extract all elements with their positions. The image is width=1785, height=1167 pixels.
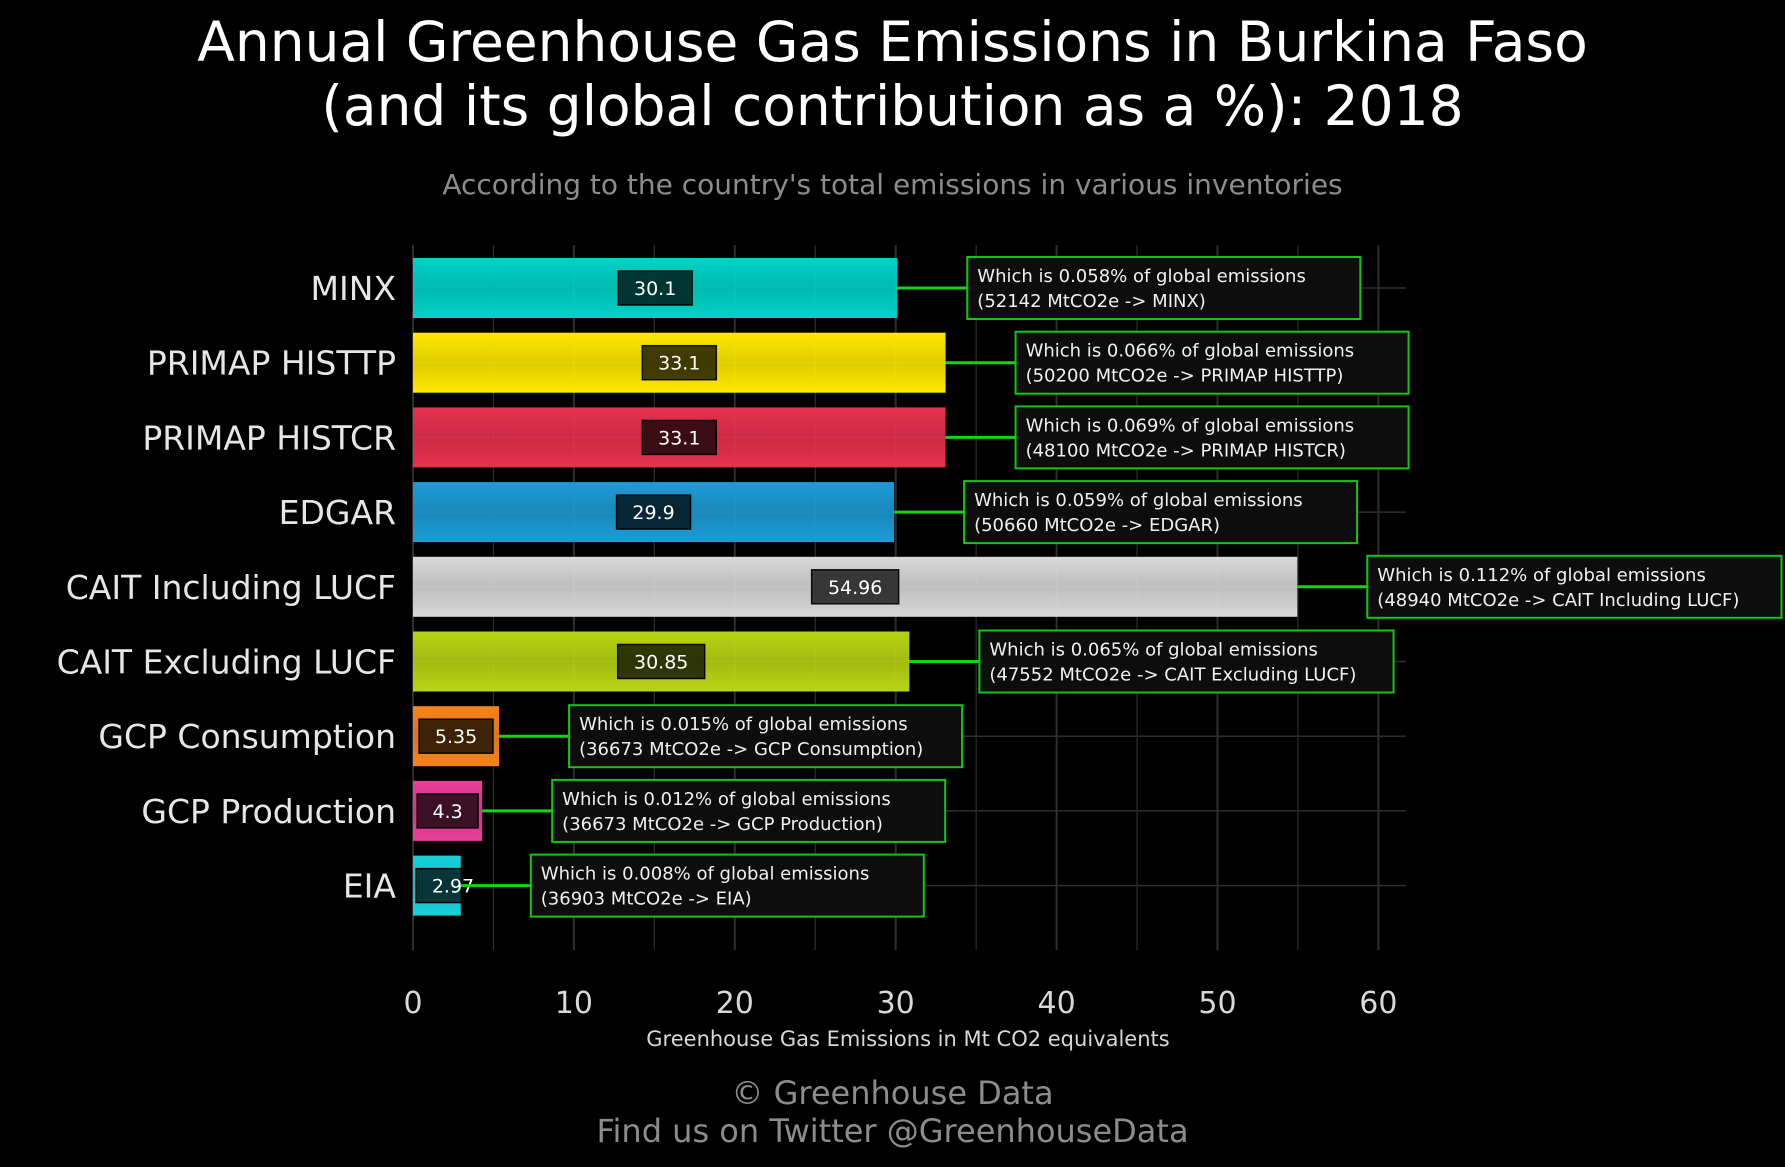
annotation-source: (52142 MtCO2e -> MINX) [977, 291, 1206, 312]
annotation-percent: Which is 0.015% of global emissions [579, 714, 908, 735]
title-line-1: Annual Greenhouse Gas Emissions in Burki… [197, 10, 1588, 74]
bar-group: EDGAR 29.9 Which is 0.059% of global emiss… [279, 480, 1359, 545]
value-label-box [418, 718, 494, 754]
value-label: 4.3 [432, 801, 462, 823]
annotation-box [963, 480, 1359, 545]
annotation-percent: Which is 0.112% of global emissions [1377, 565, 1706, 586]
annotation-source: (47552 MtCO2e -> CAIT Excluding LUCF) [989, 665, 1356, 686]
title-line-2: (and its global contribution as a %): 20… [321, 74, 1464, 138]
value-label: 2.97 [432, 876, 474, 898]
annotation-source: (36903 MtCO2e -> EIA) [541, 889, 752, 910]
value-label-box [641, 419, 718, 456]
chart-title: Annual Greenhouse Gas Emissions in Burki… [0, 10, 1785, 138]
bar-group: GCP Production 4.3 Which is 0.012% of glob… [141, 778, 947, 843]
value-label-box [416, 793, 479, 829]
x-tick-label: 50 [1198, 986, 1236, 1021]
bar-group: CAIT Excluding LUCF 30.85 Which is 0.065% … [57, 629, 1395, 694]
footer-twitter: Find us on Twitter @GreenhouseData [596, 1112, 1189, 1150]
x-tick-label: 10 [555, 986, 593, 1021]
bar-group: PRIMAP HISTCR 33.1 Which is 0.069% of glob… [142, 405, 1410, 470]
value-label-box [615, 494, 692, 530]
annotation-box [966, 256, 1362, 320]
annotation-source: (36673 MtCO2e -> GCP Consumption) [579, 739, 923, 760]
value-label-box [641, 344, 718, 381]
category-label: PRIMAP HISTCR [142, 418, 396, 457]
x-tick-label: 0 [403, 986, 422, 1021]
category-label: CAIT Excluding LUCF [57, 643, 396, 682]
value-label-box [810, 569, 900, 605]
value-label: 5.35 [435, 726, 477, 748]
x-tick-label: 30 [877, 986, 915, 1021]
x-tick-label: 60 [1359, 986, 1397, 1021]
bar-group: EIA 2.97 Which is 0.008% of global emissio… [343, 853, 925, 918]
annotation-box [1014, 330, 1410, 395]
value-label: 33.1 [658, 427, 700, 449]
annotation-box [529, 853, 925, 918]
annotation-box [551, 778, 947, 843]
value-label: 30.85 [634, 652, 688, 674]
annotation-source: (50200 MtCO2e -> PRIMAP HISTTP) [1026, 366, 1344, 387]
value-label-box [617, 270, 693, 306]
annotation-source: (50660 MtCO2e -> EDGAR) [974, 515, 1220, 536]
annotation-source: (48940 MtCO2e -> CAIT Including LUCF) [1377, 590, 1739, 611]
category-label: EIA [343, 867, 397, 906]
category-label: CAIT Including LUCF [66, 568, 396, 607]
annotation-box [978, 629, 1395, 694]
value-label: 29.9 [632, 502, 674, 524]
value-label: 30.1 [634, 278, 676, 300]
bar-group: MINX 30.1 Which is 0.058% of global emissi… [311, 256, 1362, 320]
annotation-percent: Which is 0.066% of global emissions [1026, 341, 1355, 362]
x-axis-title: Greenhouse Gas Emissions in Mt CO2 equiv… [646, 1027, 1169, 1051]
annotation-box [1014, 405, 1410, 470]
category-label: MINX [311, 269, 397, 308]
value-label: 33.1 [658, 353, 700, 375]
annotation-percent: Which is 0.058% of global emissions [977, 266, 1306, 287]
x-tick-label: 40 [1038, 986, 1076, 1021]
category-label: GCP Production [141, 792, 396, 831]
annotation-percent: Which is 0.065% of global emissions [989, 640, 1318, 661]
footer-credit: © Greenhouse Data [731, 1074, 1054, 1112]
x-tick-label: 20 [716, 986, 754, 1021]
annotation-percent: Which is 0.012% of global emissions [562, 789, 891, 810]
value-label: 54.96 [828, 577, 882, 599]
annotation-percent: Which is 0.008% of global emissions [541, 864, 870, 885]
annotation-percent: Which is 0.069% of global emissions [1026, 415, 1355, 436]
category-label: EDGAR [279, 493, 396, 532]
chart-subtitle: According to the country's total emissio… [442, 168, 1343, 201]
annotation-source: (36673 MtCO2e -> GCP Production) [562, 814, 883, 835]
annotation-percent: Which is 0.059% of global emissions [974, 490, 1303, 511]
value-label-box [616, 643, 706, 680]
annotation-source: (48100 MtCO2e -> PRIMAP HISTCR) [1026, 440, 1346, 461]
annotation-box [1366, 554, 1783, 619]
annotation-box [568, 704, 964, 769]
bar-group: PRIMAP HISTTP 33.1 Which is 0.066% of glob… [147, 330, 1410, 395]
category-label: GCP Consumption [98, 717, 396, 756]
bar-group: CAIT Including LUCF 54.96 Which is 0.112% … [66, 554, 1783, 619]
bar-group: GCP Consumption 5.35 Which is 0.015% of gl… [98, 704, 964, 769]
category-label: PRIMAP HISTTP [147, 344, 396, 383]
